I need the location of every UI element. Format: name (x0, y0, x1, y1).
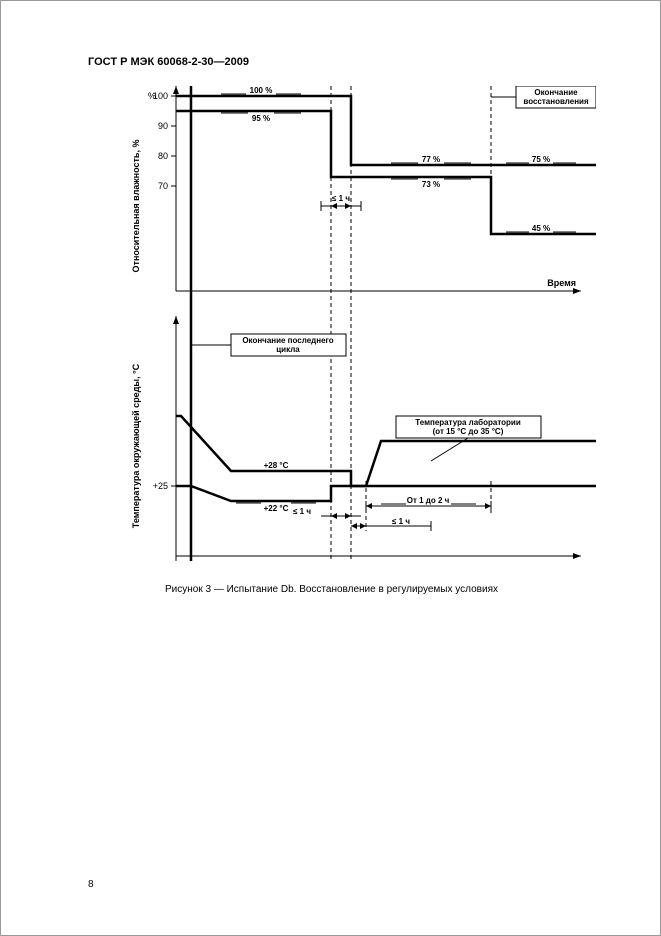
end-cycle-line1: Окончание последнего (242, 336, 333, 345)
lab-temp-line2: (от 15 °C до 35 °C) (433, 427, 504, 436)
top-time-marker: ≤ 1 ч (332, 194, 350, 203)
figure-3-chart: 100 90 80 70 % Относительная влажность, … (121, 86, 596, 561)
label-95pct: 95 % (252, 114, 270, 123)
label-77pct: 77 % (422, 155, 440, 164)
document-header: ГОСТ Р МЭК 60068-2-30—2009 (88, 56, 249, 68)
top-x-axis-label: Время (547, 278, 576, 288)
ytick-90: 90 (158, 121, 168, 131)
end-recovery-line2: восстановления (523, 97, 589, 106)
y-unit: % (148, 91, 156, 101)
ytick-25: +25 (153, 481, 168, 491)
figure-caption: Рисунок 3 — Испытание Db. Восстановление… (1, 584, 661, 595)
label-75pct: 75 % (532, 155, 550, 164)
bottom-y-axis-label: Температура окружающей среды, °C (131, 363, 141, 528)
label-28c: +28 °С (264, 461, 289, 470)
label-100pct: 100 % (250, 86, 273, 95)
page-number: 8 (88, 879, 94, 890)
bottom-time-2: От 1 до 2 ч (407, 496, 450, 505)
end-cycle-line2: цикла (276, 345, 300, 354)
top-y-axis-label: Относительная влажность, % (131, 140, 141, 273)
page: ГОСТ Р МЭК 60068-2-30—2009 100 90 80 70 … (0, 0, 661, 936)
bottom-time-1: ≤ 1 ч (293, 507, 311, 516)
label-73pct: 73 % (422, 180, 440, 189)
bottom-time-3: ≤ 1 ч (392, 517, 410, 526)
ytick-80: 80 (158, 151, 168, 161)
lab-temp-line1: Температура лаборатории (415, 418, 521, 427)
ytick-70: 70 (158, 181, 168, 191)
label-22c: +22 °С (264, 504, 289, 513)
end-recovery-line1: Окончание (534, 88, 578, 97)
label-45pct: 45 % (532, 224, 550, 233)
